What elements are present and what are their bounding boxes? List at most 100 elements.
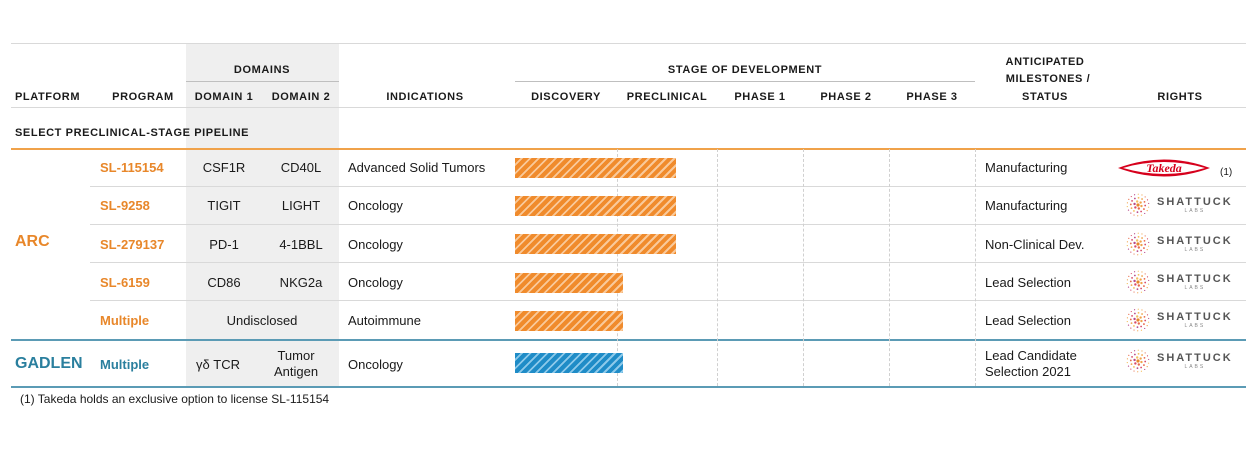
starburst-dot <box>1133 309 1136 311</box>
starburst-dot <box>1136 326 1139 329</box>
starburst-dot <box>1137 196 1140 199</box>
progress-bar <box>515 273 624 293</box>
starburst-dot <box>1126 317 1129 319</box>
starburst-dot <box>1140 281 1143 285</box>
starburst-dot <box>1136 288 1139 291</box>
starburst-dot <box>1134 283 1137 286</box>
starburst-dot <box>1133 197 1136 200</box>
starburst-dot <box>1146 276 1149 278</box>
starburst-dot <box>1144 196 1146 198</box>
starburst-dot <box>1127 324 1130 326</box>
shattuck-logo: SHATTUCK LABS <box>1125 268 1235 296</box>
progress-bar <box>515 196 676 216</box>
shattuck-wordmark: SHATTUCK <box>1157 351 1233 364</box>
starburst-dot <box>1130 212 1132 214</box>
shattuck-wordmark: SHATTUCK <box>1157 272 1233 285</box>
status-line-2: Selection 2021 <box>985 364 1072 379</box>
indication-cell: Autoimmune <box>348 313 421 328</box>
domains-column-background <box>186 44 339 386</box>
starburst-dot <box>1140 325 1143 328</box>
starburst-dot <box>1141 194 1143 196</box>
starburst-dot <box>1136 318 1140 322</box>
starburst-dot <box>1141 237 1143 239</box>
starburst-dot <box>1140 243 1143 247</box>
platform-arc: ARC <box>15 233 50 250</box>
shattuck-starburst-icon <box>1126 349 1150 373</box>
shattuck-logo: SHATTUCK LABS <box>1125 230 1235 258</box>
starburst-dot <box>1130 251 1132 253</box>
starburst-dot <box>1148 241 1150 244</box>
starburst-dot <box>1140 249 1143 252</box>
shattuck-logo: SHATTUCK LABS <box>1125 306 1235 334</box>
starburst-dot <box>1126 358 1129 360</box>
row-divider <box>90 186 1246 187</box>
starburst-dot <box>1144 273 1146 275</box>
starburst-dot <box>1140 291 1143 293</box>
shattuck-starburst-icon <box>1126 193 1150 217</box>
starburst-dot <box>1126 205 1128 208</box>
row-divider <box>90 224 1246 225</box>
starburst-dot <box>1129 359 1132 362</box>
header-milestones-line-3: STATUS <box>1022 91 1068 103</box>
starburst-dot <box>1140 366 1143 369</box>
shattuck-starburst-icon <box>1126 232 1150 256</box>
starburst-dot <box>1137 284 1140 287</box>
domains-header-rule <box>186 81 339 82</box>
shattuck-starburst-icon <box>1126 270 1150 294</box>
starburst-dot <box>1137 273 1140 276</box>
header-phase-3: PHASE 3 <box>906 91 958 103</box>
shattuck-logo: SHATTUCK LABS <box>1125 347 1235 375</box>
starburst-dot <box>1131 356 1133 358</box>
starburst-dot <box>1140 370 1143 372</box>
starburst-dot <box>1126 282 1128 285</box>
starburst-dot <box>1127 248 1130 250</box>
starburst-dot <box>1140 287 1143 290</box>
starburst-dot <box>1139 357 1142 360</box>
starburst-dot <box>1131 277 1133 279</box>
row-divider <box>90 262 1246 263</box>
domain-1-cell: γδ TCR <box>195 357 241 372</box>
starburst-dot <box>1136 367 1139 370</box>
starburst-dot <box>1137 371 1139 373</box>
starburst-dot <box>1139 316 1142 319</box>
indication-cell: Advanced Solid Tumors <box>348 160 486 175</box>
starburst-dot <box>1131 200 1133 202</box>
indication-cell: Oncology <box>348 357 403 372</box>
starburst-dot <box>1126 244 1128 247</box>
starburst-dot <box>1126 202 1129 204</box>
table-top-rule <box>11 43 1246 44</box>
starburst-dot <box>1146 366 1148 368</box>
starburst-dot <box>1144 212 1146 215</box>
stage-separator-end <box>975 149 976 386</box>
starburst-dot <box>1133 194 1136 196</box>
row-divider <box>90 300 1246 301</box>
starburst-dot <box>1148 279 1150 282</box>
starburst-dot <box>1133 353 1136 356</box>
domain-1-cell: TIGIT <box>207 198 241 213</box>
starburst-dot <box>1133 312 1136 315</box>
starburst-dot <box>1133 241 1136 245</box>
header-indications: INDICATIONS <box>386 91 464 103</box>
starburst-dot <box>1137 193 1139 195</box>
starburst-dot <box>1141 271 1143 273</box>
starburst-dot <box>1147 206 1150 208</box>
starburst-dot <box>1133 325 1135 327</box>
domain-2-cell: NKG2a <box>279 275 323 290</box>
starburst-dot <box>1133 210 1135 212</box>
starburst-dot <box>1146 325 1148 327</box>
starburst-dot <box>1137 352 1140 355</box>
starburst-dot <box>1144 281 1147 284</box>
stage-header-rule <box>515 81 975 82</box>
starburst-dot <box>1130 272 1132 275</box>
starburst-dot <box>1143 285 1145 287</box>
starburst-dot <box>1129 242 1132 245</box>
starburst-dot <box>1133 366 1135 368</box>
starburst-dot <box>1127 286 1130 288</box>
starburst-dot <box>1127 209 1130 211</box>
starburst-dot <box>1137 308 1139 310</box>
arc-section-top-rule <box>11 148 1246 150</box>
starburst-dot <box>1141 354 1143 356</box>
starburst-dot <box>1133 253 1135 255</box>
header-domains: DOMAINS <box>233 64 291 76</box>
program-name: SL-9258 <box>100 198 150 213</box>
